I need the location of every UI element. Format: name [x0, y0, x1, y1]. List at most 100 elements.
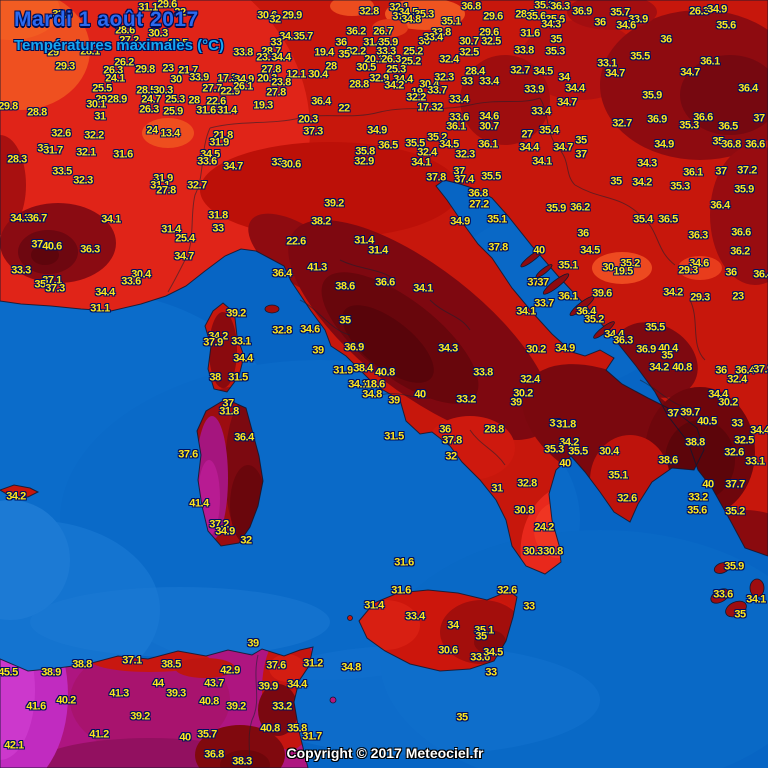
temp-label: 27.8 [156, 184, 176, 197]
temp-label: 37.8 [488, 241, 508, 254]
temp-label: 35.6 [545, 13, 565, 26]
temp-label: 37.8 [426, 171, 446, 184]
temp-label: 22.9 [220, 85, 240, 98]
temp-label: 35.3 [414, 8, 434, 21]
island-pag [535, 264, 553, 278]
island-zakynthos [749, 578, 765, 598]
temp-label: 32.9 [354, 155, 374, 168]
temp-label: 33.9 [524, 83, 544, 96]
temp-label: 35 [338, 48, 350, 61]
temp-label: 39.3 [166, 687, 186, 700]
temp-label: 35.7 [197, 728, 217, 741]
temp-label: 34.8 [341, 661, 361, 674]
temp-label: 34.9 [215, 525, 235, 538]
temp-label: 32.3 [434, 71, 454, 84]
temp-label: 29.6 [157, 0, 177, 11]
temp-label: 35 [475, 630, 487, 643]
temp-label: 33.9 [189, 71, 209, 84]
temp-label: 32.3 [455, 148, 475, 161]
temp-label: 34.2 [663, 286, 683, 299]
temp-label: 30.4 [599, 445, 619, 458]
island-corfu [713, 562, 731, 574]
temp-label: 31.9 [333, 364, 353, 377]
temp-label: 36.6 [731, 226, 751, 239]
temp-label: 23 [732, 290, 744, 303]
temp-label: 36.4 [311, 95, 331, 108]
temp-label: 34.7 [557, 96, 577, 109]
temp-label: 34.7 [605, 67, 625, 80]
temp-label: 33.4 [405, 610, 425, 623]
temp-label: 35.5 [481, 170, 501, 183]
temp-label: 34.1 [101, 213, 121, 226]
temp-label: 38.2 [311, 215, 331, 228]
temp-label: 31 [94, 110, 106, 123]
temp-label: 31.7 [43, 144, 63, 157]
temp-label: 26.3 [381, 53, 401, 66]
temp-label: 39 [312, 344, 324, 357]
temp-label: 31.8 [208, 209, 228, 222]
temp-label: 32 [269, 13, 281, 26]
temp-label: 22.6 [206, 95, 226, 108]
temp-label: 31.4 [354, 234, 374, 247]
temp-label: 32.6 [51, 127, 71, 140]
temp-label: 41.6 [26, 700, 46, 713]
temp-label: 20.1 [364, 53, 384, 66]
temp-label: 35.2 [725, 505, 745, 518]
temp-label: 31.4 [217, 104, 237, 117]
temp-label: 33 [523, 600, 535, 613]
temp-label: 39.2 [324, 197, 344, 210]
temp-label: 36.4 [576, 305, 596, 318]
temp-label: 30 [170, 73, 182, 86]
temp-label: 35.2 [620, 257, 640, 270]
temp-label: 34.5 [533, 65, 553, 78]
temp-label: 40.8 [375, 366, 395, 379]
temp-label: 28.8 [349, 78, 369, 91]
temp-label: 36.8 [721, 138, 741, 151]
temp-label: 34 [558, 71, 570, 84]
temp-label: 37 [222, 397, 234, 410]
temp-label: 24 [146, 124, 158, 137]
temp-label: 23.8 [271, 76, 291, 89]
temp-label: 34 [447, 619, 459, 632]
temp-label: 35 [456, 711, 468, 724]
temp-label: 33 [485, 666, 497, 679]
temp-label: 35 [712, 135, 724, 148]
temp-label: 30.2 [513, 387, 533, 400]
temp-label: 33.8 [431, 26, 451, 39]
temp-label: 34.1 [413, 282, 433, 295]
temp-label: 33.9 [628, 13, 648, 26]
temp-label: 24.2 [534, 521, 554, 534]
temp-label: 30.3 [148, 27, 168, 40]
temp-label: 41.3 [109, 687, 129, 700]
temp-label: 30.7 [459, 35, 479, 48]
temp-label: 26.3 [103, 64, 123, 77]
temp-label: 36 [335, 36, 347, 49]
temp-label: 40.2 [56, 694, 76, 707]
temp-label: 37 [753, 112, 765, 125]
country-borders [167, 97, 706, 768]
temp-label: 28.8 [515, 8, 535, 21]
temp-label: 35 [661, 349, 673, 362]
temp-label: 34.9 [234, 73, 254, 86]
temp-label: 34.9 [367, 124, 387, 137]
temp-label: 19.3 [253, 99, 273, 112]
temp-label: 25.3 [165, 93, 185, 106]
temp-label: 32.6 [724, 446, 744, 459]
temp-label: 34.6 [479, 110, 499, 123]
temp-label: 36.2 [730, 245, 750, 258]
temp-label: 12.1 [286, 68, 306, 81]
temp-label: 30.4 [131, 268, 151, 281]
temp-label: 35.9 [546, 202, 566, 215]
temp-label: 37 [31, 238, 43, 251]
temp-label: 31.6 [196, 104, 216, 117]
temp-label: 31 [491, 482, 503, 495]
temp-label: 26.3 [139, 103, 159, 116]
temp-label: 33.6 [470, 651, 490, 664]
temp-label: 36.9 [344, 341, 364, 354]
temp-label: 25.2 [401, 55, 421, 68]
temp-label: 38.5 [161, 658, 181, 671]
temp-label: 33.7 [534, 297, 554, 310]
temp-label: 28 [325, 60, 337, 73]
temp-label: 40 [533, 244, 545, 257]
temp-label: 38.6 [335, 280, 355, 293]
